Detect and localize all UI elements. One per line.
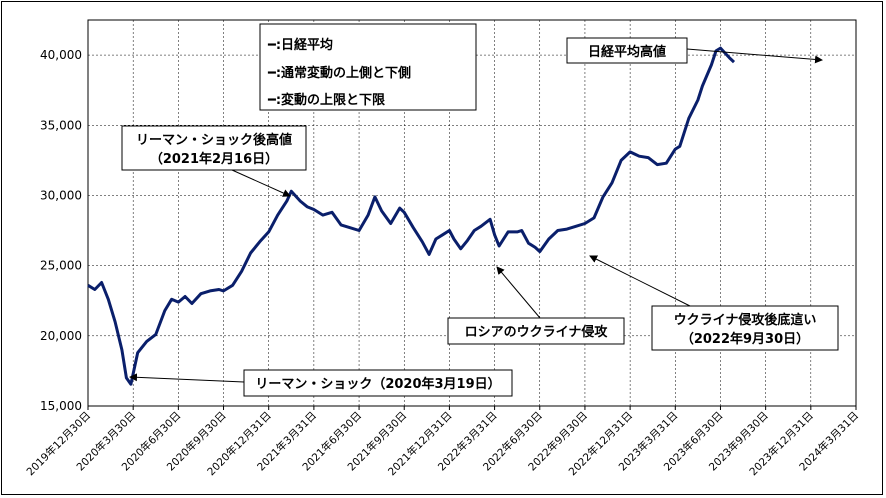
- annotation-label: （2021年2月16日）: [150, 151, 278, 167]
- legend-item-nikkei: ━:日経平均: [267, 37, 333, 53]
- annotation-arrow: [589, 255, 691, 307]
- y-tick-label: 35,000: [40, 118, 82, 132]
- annotation-label: 日経平均高値: [588, 44, 666, 60]
- annotation-lehman-high: リーマン・ショック後高値 （2021年2月16日）: [121, 125, 307, 197]
- annotation-box: [243, 369, 513, 397]
- y-tick-label: 30,000: [40, 188, 82, 202]
- series-line-normal: [88, 160, 734, 345]
- annotation-box: [447, 317, 625, 345]
- y-tick-label: 15,000: [40, 399, 82, 413]
- annotation-box: [566, 37, 688, 64]
- series-line-nikkei: [87, 46, 736, 386]
- annotation-label: ウクライナ侵攻後底這い: [674, 312, 817, 328]
- annotation-arrow: [496, 266, 541, 319]
- series-lines: [87, 46, 736, 386]
- annotation-label: ロシアのウクライナ侵攻: [465, 324, 609, 340]
- annotation-label: リーマン・ショック後高値: [136, 132, 292, 148]
- y-axis: 15,000 20,000 25,000 30,000 35,000 40,000: [40, 48, 82, 413]
- annotation-label: （2022年9月30日）: [681, 331, 809, 347]
- annotation-arrow: [686, 48, 823, 64]
- annotation-ukraine-low: ウクライナ侵攻後底這い （2022年9月30日）: [589, 255, 839, 351]
- annotation-label: リーマン・ショック（2020年3月19日）: [255, 376, 500, 392]
- annotation-arrow: [231, 169, 291, 197]
- annotation-box: [651, 305, 839, 351]
- annotation-russia: ロシアのウクライナ侵攻: [447, 266, 625, 345]
- y-tick-label: 25,000: [40, 259, 82, 273]
- plot-area: [87, 19, 857, 407]
- annotation-peak: 日経平均高値: [566, 37, 823, 64]
- legend: ━:日経平均 ━:通常変動の上側と下側 ━:変動の上限と下限: [259, 23, 477, 111]
- legend-item-limit-band: ━:変動の上限と下限: [267, 92, 386, 108]
- x-axis: 2019年12月30日2020年3月30日2020年6月30日2020年9月30…: [24, 406, 861, 478]
- annotation-lehman: リーマン・ショック（2020年3月19日）: [129, 369, 513, 397]
- y-tick-label: 40,000: [40, 48, 82, 62]
- annotation-box: [121, 125, 307, 171]
- legend-box: [259, 23, 477, 111]
- annotation-arrow: [129, 373, 245, 383]
- legend-item-normal-band: ━:通常変動の上側と下側: [267, 65, 411, 81]
- y-tick-label: 20,000: [40, 329, 82, 343]
